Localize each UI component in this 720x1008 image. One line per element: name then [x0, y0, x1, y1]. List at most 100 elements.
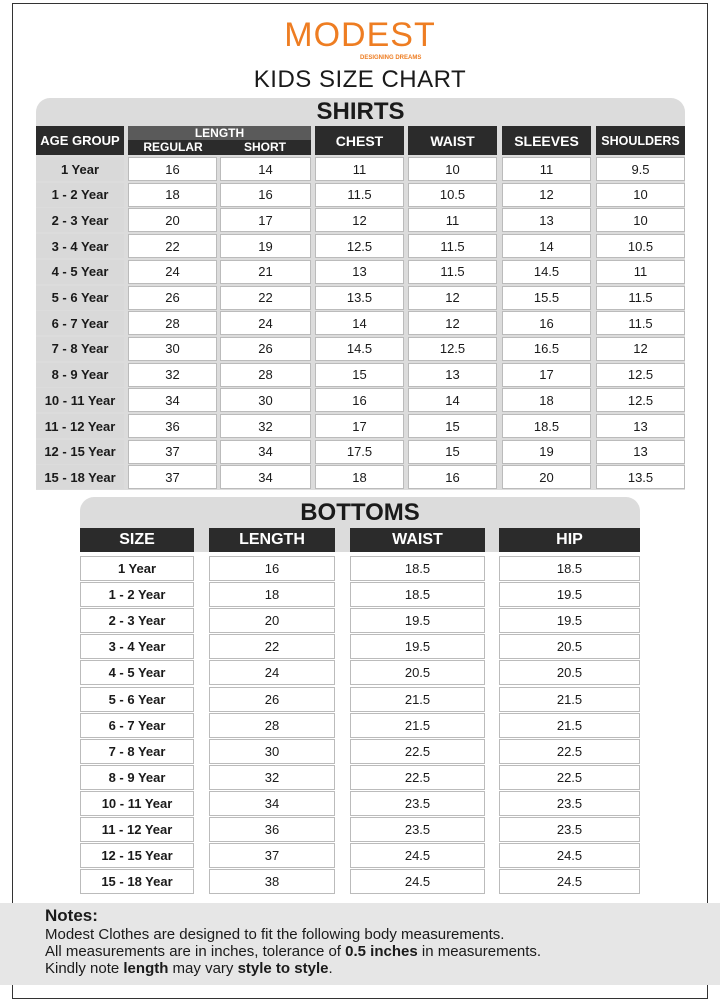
row-label: 1 Year [36, 157, 124, 181]
table-cell: 13 [408, 362, 497, 387]
table-cell: 15 [408, 439, 497, 464]
table-cell: 18 [128, 182, 217, 207]
table-cell: 10.5 [596, 234, 685, 259]
table-cell: 28 [220, 362, 311, 387]
table-cell: 16.5 [502, 336, 591, 361]
table-cell: 16 [315, 388, 404, 413]
table-cell: 38 [209, 869, 335, 895]
row-label: 2 - 3 Year [80, 608, 194, 634]
table-cell: 18.5 [350, 582, 485, 608]
shirts-title: SHIRTS [316, 98, 405, 125]
table-cell: 16 [220, 182, 311, 207]
table-cell: 18 [502, 388, 591, 413]
row-label: 1 Year [80, 556, 194, 581]
header-age-group: AGE GROUP [36, 126, 124, 155]
table-cell: 30 [128, 336, 217, 361]
header-shoulders: SHOULDERS [596, 126, 685, 155]
row-label: 8 - 9 Year [36, 362, 124, 387]
table-cell: 24.5 [499, 843, 640, 869]
row-label: 11 - 12 Year [80, 817, 194, 842]
table-cell: 12 [408, 285, 497, 310]
table-cell: 21.5 [499, 712, 640, 738]
row-label: 12 - 15 Year [80, 843, 194, 869]
row-label: 3 - 4 Year [36, 234, 124, 259]
table-cell: 13.5 [315, 285, 404, 310]
table-cell: 10 [596, 208, 685, 233]
table-cell: 14 [502, 234, 591, 259]
row-label: 12 - 15 Year [36, 439, 124, 464]
table-cell: 28 [209, 712, 335, 738]
header-chest: CHEST [315, 126, 404, 155]
table-cell: 22 [209, 634, 335, 660]
text: . [328, 960, 333, 977]
table-cell: 11 [502, 157, 591, 181]
table-cell: 19.5 [499, 582, 640, 608]
table-cell: 18.5 [350, 556, 485, 581]
header-short: SHORT [244, 140, 286, 154]
table-cell: 22 [128, 234, 217, 259]
header-hip: HIP [499, 528, 640, 552]
table-cell: 11.5 [596, 311, 685, 336]
brand-logo: MODEST [284, 16, 436, 54]
table-cell: 16 [209, 556, 335, 581]
table-cell: 36 [209, 817, 335, 842]
table-cell: 18 [209, 582, 335, 608]
table-cell: 19.5 [350, 634, 485, 660]
table-cell: 24 [220, 311, 311, 336]
table-cell: 17 [220, 208, 311, 233]
bottoms-title: BOTTOMS [300, 499, 420, 526]
table-cell: 32 [128, 362, 217, 387]
table-cell: 37 [128, 439, 217, 464]
table-cell: 13 [502, 208, 591, 233]
table-cell: 16 [128, 157, 217, 181]
table-cell: 12 [408, 311, 497, 336]
text: All measurements are in inches, toleranc… [45, 943, 346, 960]
table-cell: 11 [408, 208, 497, 233]
table-cell: 12.5 [596, 362, 685, 387]
row-label: 2 - 3 Year [36, 208, 124, 233]
notes-section: Notes: Modest Clothes are designed to fi… [0, 903, 720, 985]
table-cell: 12.5 [408, 336, 497, 361]
table-cell: 11 [596, 259, 685, 284]
table-cell: 11.5 [408, 234, 497, 259]
row-label: 1 - 2 Year [80, 582, 194, 608]
row-label: 10 - 11 Year [80, 790, 194, 816]
table-cell: 21.5 [350, 712, 485, 738]
table-cell: 14.5 [315, 336, 404, 361]
table-cell: 24.5 [350, 869, 485, 895]
table-cell: 22.5 [499, 764, 640, 790]
row-label: 15 - 18 Year [36, 465, 124, 490]
header-sleeves: SLEEVES [502, 126, 591, 155]
row-label: 8 - 9 Year [80, 764, 194, 790]
row-label: 7 - 8 Year [80, 738, 194, 764]
table-cell: 11.5 [408, 259, 497, 284]
table-cell: 13 [596, 414, 685, 438]
table-cell: 17.5 [315, 439, 404, 464]
notes-line-1: Modest Clothes are designed to fit the f… [45, 926, 505, 943]
table-cell: 21.5 [350, 686, 485, 712]
table-cell: 11.5 [596, 285, 685, 310]
table-cell: 16 [502, 311, 591, 336]
table-cell: 26 [128, 285, 217, 310]
table-cell: 14 [408, 388, 497, 413]
header-waist: WAIST [408, 126, 497, 155]
table-cell: 18 [315, 465, 404, 490]
table-cell: 11 [315, 157, 404, 181]
table-cell: 19.5 [499, 608, 640, 634]
text: Kindly note [45, 960, 124, 977]
table-cell: 34 [209, 790, 335, 816]
header-length: LENGTH [209, 528, 335, 552]
page-frame [12, 3, 708, 999]
table-cell: 30 [209, 738, 335, 764]
row-label: 4 - 5 Year [36, 259, 124, 284]
table-cell: 20 [502, 465, 591, 490]
brand-tagline: DESIGNING DREAMS [360, 55, 422, 61]
table-cell: 13 [596, 439, 685, 464]
table-cell: 22.5 [499, 738, 640, 764]
table-cell: 11.5 [315, 182, 404, 207]
table-cell: 18.5 [502, 414, 591, 438]
table-cell: 32 [209, 764, 335, 790]
table-cell: 13.5 [596, 465, 685, 490]
header-length-group: LENGTH REGULAR SHORT [128, 126, 311, 155]
emphasis: style to style [237, 960, 329, 977]
